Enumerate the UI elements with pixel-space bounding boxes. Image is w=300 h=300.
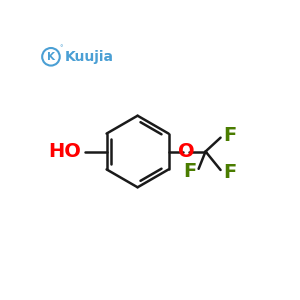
Text: °: ° <box>59 46 62 52</box>
Text: F: F <box>183 162 196 181</box>
Text: Kuujia: Kuujia <box>64 50 113 64</box>
Text: F: F <box>223 126 236 145</box>
Text: K: K <box>47 52 55 62</box>
Text: O: O <box>178 142 194 161</box>
Text: HO: HO <box>48 142 81 161</box>
Text: F: F <box>223 163 236 182</box>
